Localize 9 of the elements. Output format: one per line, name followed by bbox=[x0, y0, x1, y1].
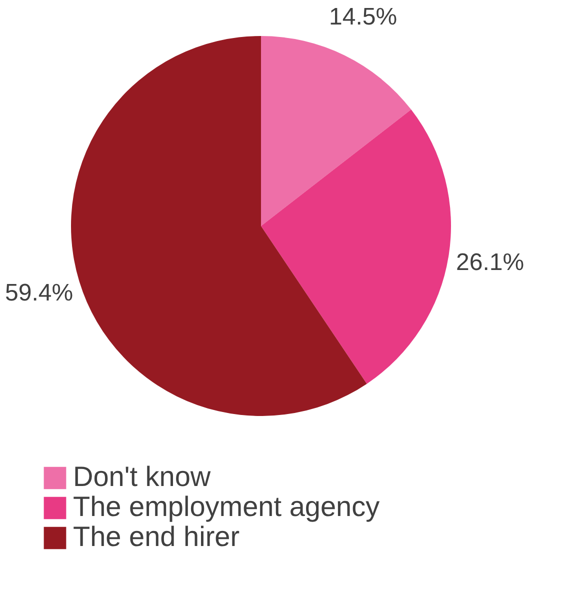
pie-slice bbox=[261, 110, 451, 384]
legend-label: The end hirer bbox=[73, 521, 240, 552]
data-label: 14.5% bbox=[329, 4, 398, 31]
legend-label: The employment agency bbox=[73, 491, 380, 522]
pie-slice bbox=[71, 36, 367, 416]
data-label: 59.4% bbox=[5, 280, 74, 307]
pie-slice bbox=[261, 36, 412, 226]
data-label: 26.1% bbox=[456, 249, 524, 276]
legend-label: Don't know bbox=[73, 461, 212, 492]
